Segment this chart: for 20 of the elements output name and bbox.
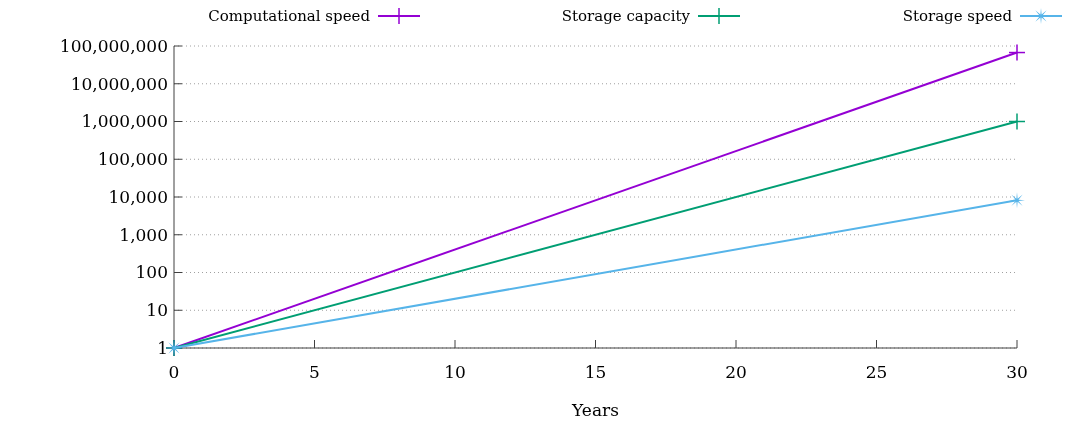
y-tick-label: 100,000 [97, 149, 168, 170]
y-tick-label: 10 [146, 300, 168, 321]
x-tick-label: 5 [309, 362, 320, 382]
legend-label: Computational speed [208, 7, 371, 25]
x-tick-label: 15 [584, 362, 607, 382]
x-tick-label: 10 [444, 362, 466, 382]
x-tick-label: 0 [168, 362, 180, 382]
x-tick-label: 30 [1006, 362, 1028, 382]
x-tick-label: 20 [725, 362, 747, 382]
y-tick-label: 10,000,000 [70, 73, 168, 94]
legend-label: Storage capacity [561, 7, 691, 25]
y-tick-label: 1,000,000 [81, 111, 168, 132]
y-tick-label: 100 [135, 262, 168, 283]
legend-label: Storage speed [902, 7, 1013, 25]
x-axis-title: Years [571, 400, 619, 420]
y-tick-label: 1 [157, 337, 168, 358]
y-tick-label: 100,000,000 [59, 35, 168, 56]
y-tick-label: 10,000 [108, 186, 168, 207]
y-tick-label: 1,000 [119, 224, 168, 245]
x-tick-label: 25 [865, 362, 888, 382]
